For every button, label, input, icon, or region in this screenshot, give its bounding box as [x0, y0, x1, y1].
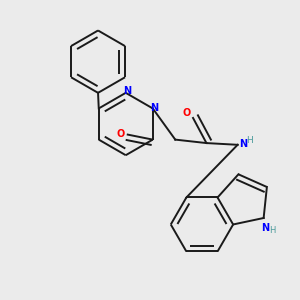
Text: N: N — [239, 139, 247, 149]
Text: H: H — [246, 136, 253, 145]
Text: O: O — [116, 129, 125, 140]
Text: N: N — [150, 103, 158, 113]
Text: O: O — [182, 108, 190, 118]
Text: H: H — [269, 226, 275, 235]
Text: N: N — [261, 223, 269, 233]
Text: N: N — [123, 86, 131, 96]
